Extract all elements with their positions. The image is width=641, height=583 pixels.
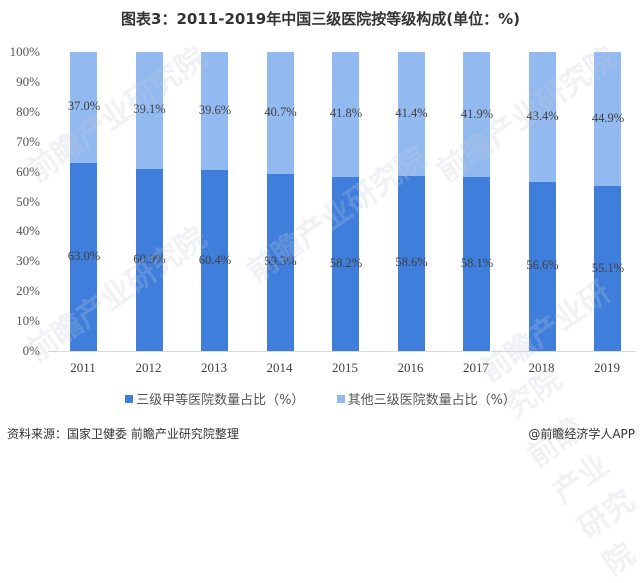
stacked-bar[interactable] [70,52,97,351]
bar-segment-other[interactable] [201,52,228,171]
stacked-bar[interactable] [332,52,359,351]
source-note: 资料来源：国家卫健委 前瞻产业研究院整理 [7,427,239,441]
stacked-bar[interactable] [266,52,294,351]
legend-item-series-a[interactable]: 三级甲等医院数量占比（%） [125,389,304,408]
data-label: 43.4% [526,108,559,123]
data-label: 41.4% [395,105,428,120]
y-tick-label: 20% [16,283,40,299]
bar-segment-tier-a[interactable] [266,173,294,351]
stacked-bar[interactable] [397,52,425,351]
chart-title: 图表3：2011-2019年中国三级医院按等级构成(单位：%) [121,10,520,28]
stacked-bar[interactable] [594,52,621,351]
brand-credit: @前瞻经济学人APP [528,427,635,441]
y-tick-label: 80% [16,103,40,119]
data-label: 41.9% [460,106,494,121]
y-tick-label: 60% [16,163,40,179]
data-label: 44.9% [591,111,625,126]
x-tick-label: 2011 [70,360,96,375]
y-tick-label: 100% [9,44,40,59]
x-tick-label: 2014 [266,360,293,375]
y-tick-label: 0% [22,343,40,358]
x-tick-label: 2016 [397,360,424,375]
data-label: 60.9% [133,251,166,266]
x-tick-label: 2015 [332,360,358,375]
data-label: 37.0% [67,99,101,114]
y-tick-label: 40% [16,223,40,239]
legend-label: 其他三级医院数量占比（%） [347,393,516,408]
bar-segment-other[interactable] [135,52,163,169]
bar-segment-other[interactable] [332,52,359,177]
bar-segment-other[interactable] [594,52,621,187]
data-label: 58.6% [395,255,428,270]
x-tick-label: 2019 [594,360,620,375]
bar-segment-other[interactable] [70,52,97,163]
data-label: 39.6% [198,103,232,118]
data-label: 60.4% [198,252,232,267]
data-label: 63.0% [67,248,101,263]
y-tick-label: 10% [16,313,40,329]
stacked-bar[interactable] [463,52,490,351]
data-label: 56.6% [526,258,559,273]
x-tick-label: 2018 [528,360,555,375]
x-tick-label: 2013 [201,360,227,375]
legend-swatch-icon [125,395,134,403]
stacked-bar[interactable] [135,52,163,351]
bar-segment-tier-a[interactable] [70,162,97,351]
bar-segment-tier-a[interactable] [528,181,556,351]
stacked-bar[interactable] [528,52,556,351]
watermark: 前瞻产业研究院 [521,411,641,583]
legend-label: 三级甲等医院数量占比（%） [136,393,305,408]
bar-segment-tier-a[interactable] [397,175,425,351]
bar-segment-tier-a[interactable] [463,177,490,351]
bar-segment-tier-a[interactable] [594,186,621,351]
y-tick-label: 90% [16,73,40,89]
watermark: 前瞻产业研究院 [20,220,214,370]
legend: 三级甲等医院数量占比（%） 其他三级医院数量占比（%） [0,389,641,408]
bar-segment-other[interactable] [266,52,294,174]
data-label: 40.7% [264,104,297,119]
legend-item-series-b[interactable]: 其他三级医院数量占比（%） [336,389,516,408]
bar-segment-tier-a[interactable] [332,176,359,351]
bar-segment-other[interactable] [397,52,425,176]
data-label: 55.1% [591,260,625,275]
bar-segment-other[interactable] [463,52,490,178]
y-tick-label: 30% [16,253,40,269]
data-label: 58.1% [460,256,494,271]
data-label: 58.2% [329,255,363,270]
bar-segment-tier-a[interactable] [135,168,163,351]
y-tick-label: 70% [16,133,40,149]
data-label: 41.8% [329,106,363,121]
x-tick-label: 2017 [463,360,489,375]
x-axis-line [48,351,636,352]
bar-segment-other[interactable] [528,52,556,182]
bar-segment-tier-a[interactable] [201,170,228,351]
data-label: 39.1% [133,102,166,117]
stacked-bar[interactable] [201,52,228,351]
legend-swatch-icon [336,395,345,403]
data-label: 59.3% [264,254,297,269]
y-tick-label: 50% [16,193,40,209]
x-tick-label: 2012 [135,360,162,375]
